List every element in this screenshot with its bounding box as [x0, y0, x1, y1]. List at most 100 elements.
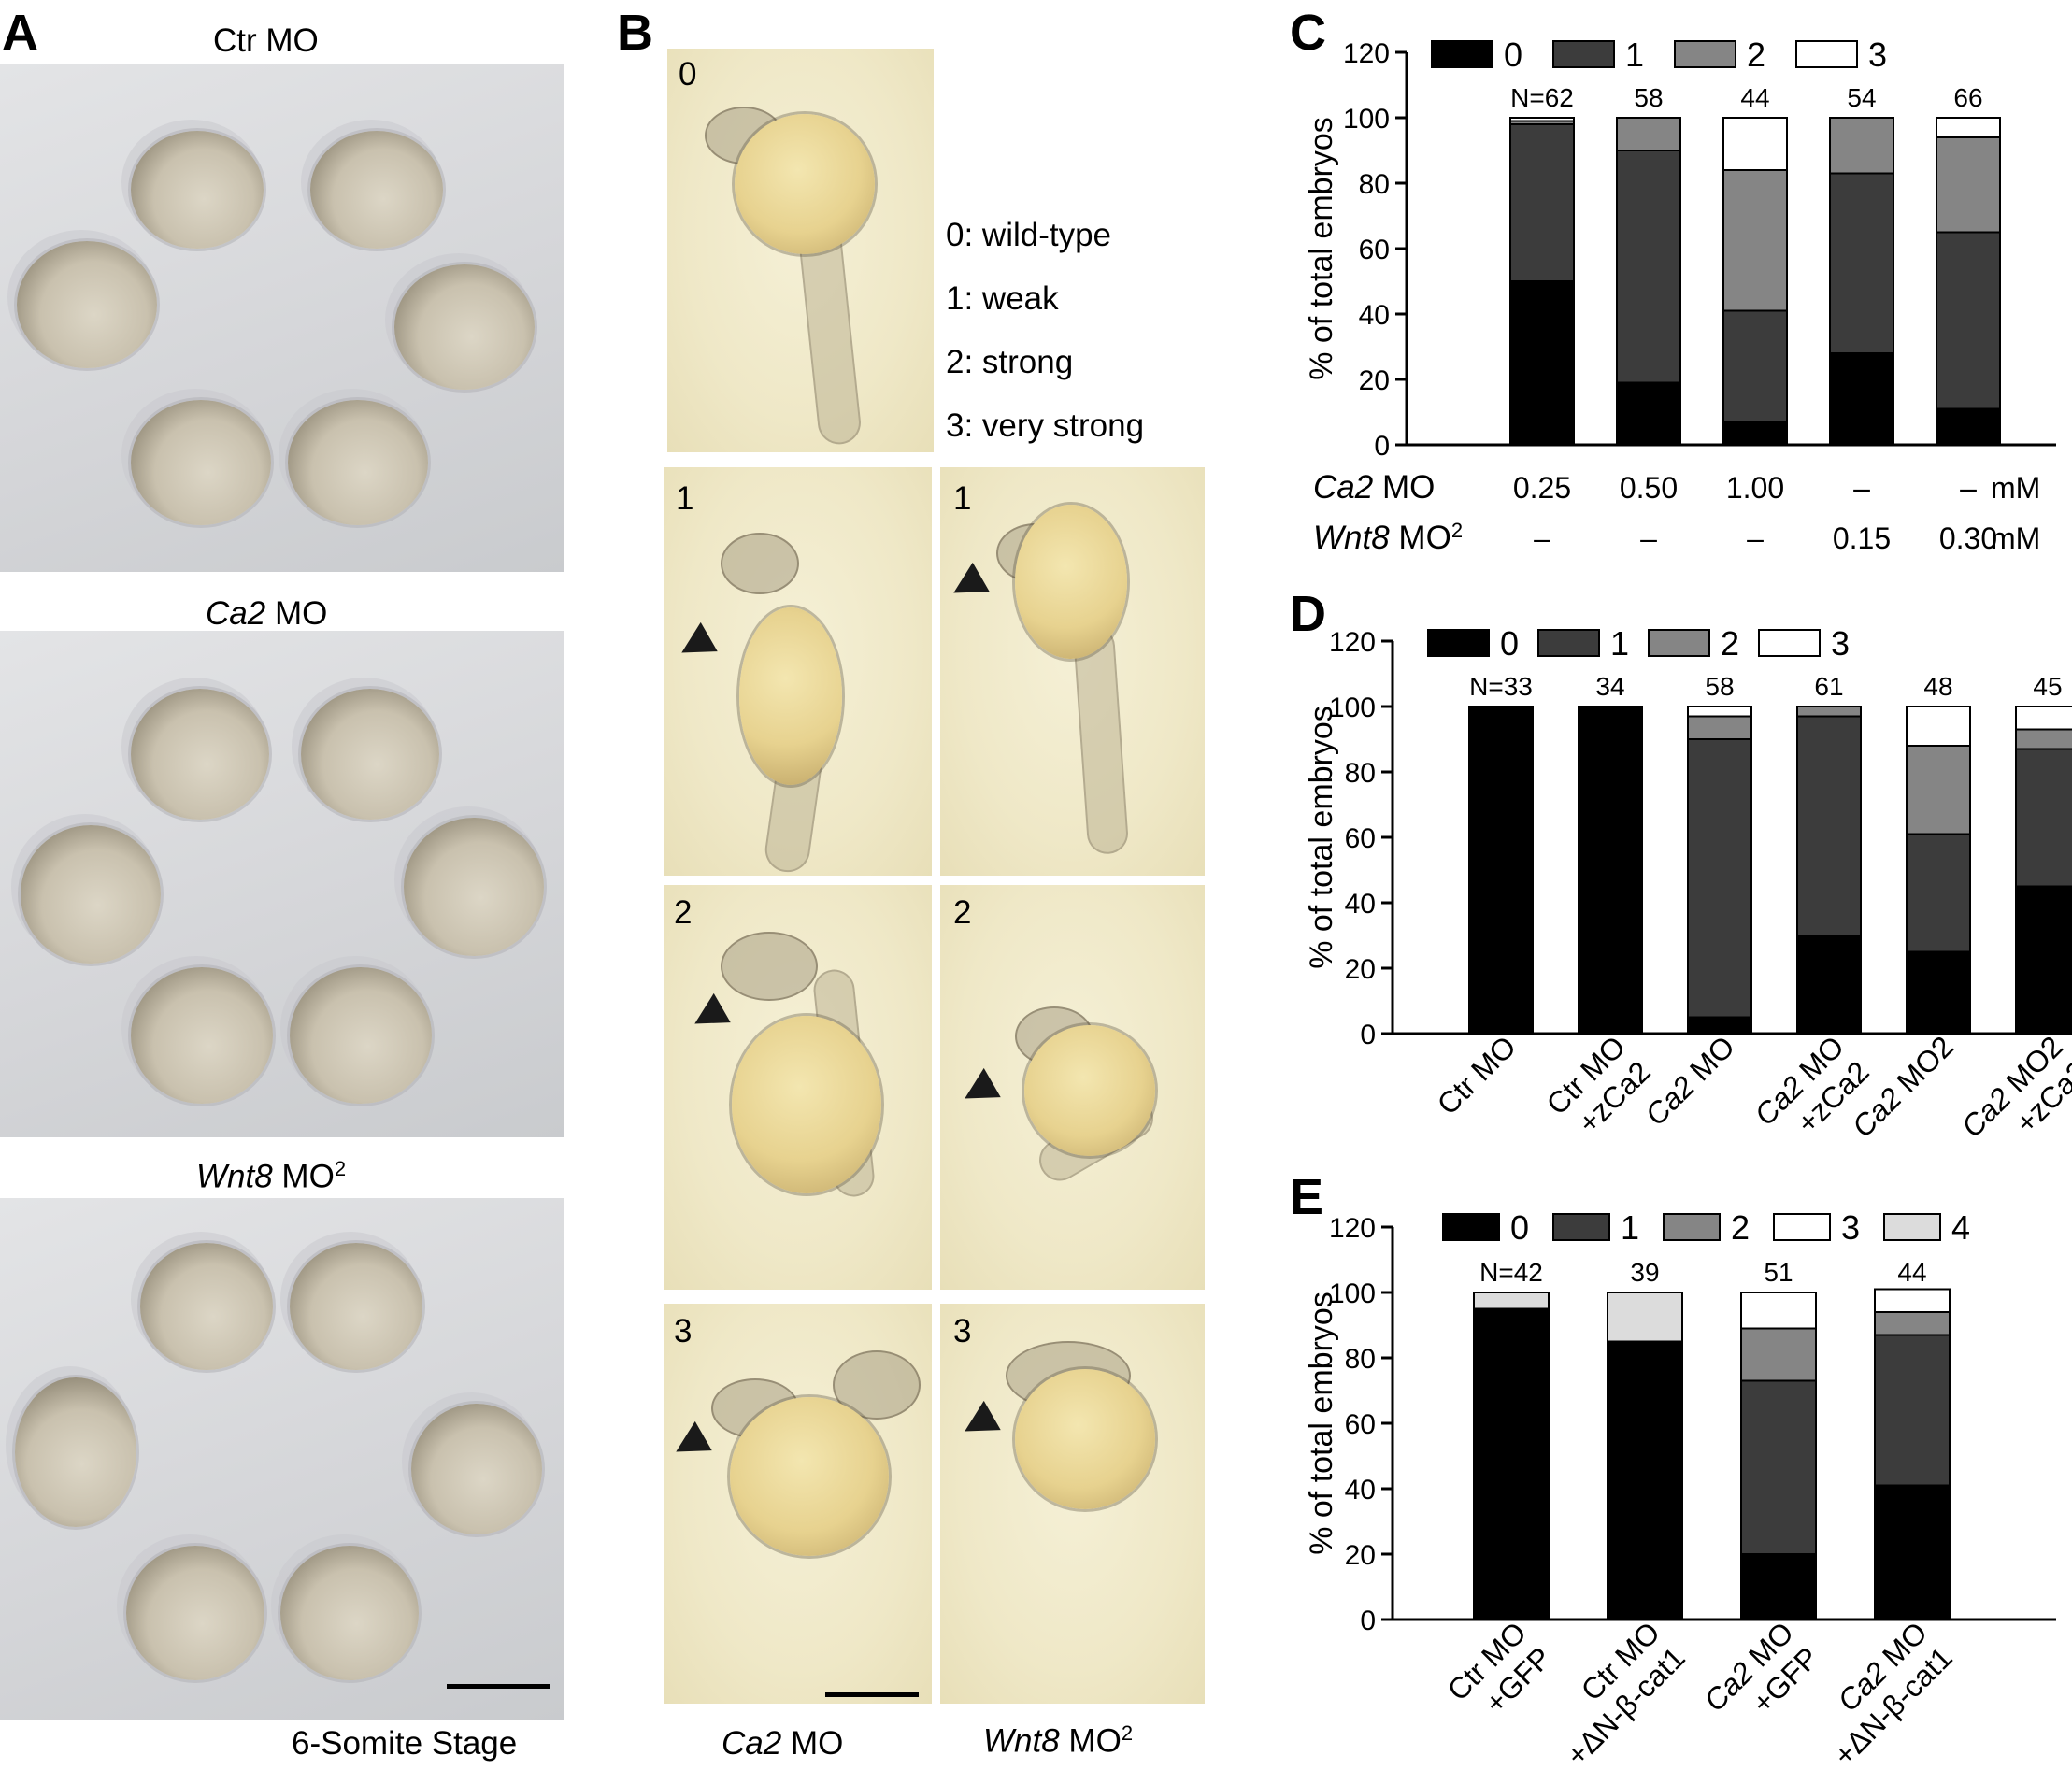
bar-segment	[1616, 150, 1681, 384]
scale-bar-b	[825, 1692, 919, 1697]
y-tick-label: 40	[1345, 1475, 1376, 1506]
scale-bar-a	[447, 1684, 550, 1689]
legend-label: 1	[1610, 624, 1629, 663]
bar-segment	[1906, 833, 1971, 953]
bar-segment	[1796, 706, 1862, 718]
bar-segment	[1509, 117, 1575, 122]
score-label-3b: 3	[953, 1313, 972, 1349]
bar-segment	[1740, 1553, 1817, 1620]
n-label: 58	[1634, 83, 1663, 112]
legend-label: 4	[1951, 1208, 1970, 1247]
stage-label: 6-Somite Stage	[292, 1725, 518, 1762]
legend-wild-type: 0: wild-type	[946, 217, 1112, 253]
y-tick-label: 100	[1329, 1278, 1376, 1309]
bar-segment	[2015, 728, 2072, 750]
bar-segment	[1722, 309, 1788, 423]
column-label-ca2: Ca2 MO	[722, 1725, 844, 1762]
n-label: 58	[1705, 672, 1734, 701]
dose-unit: mM	[1991, 521, 2040, 555]
legend-label: 3	[1868, 36, 1887, 74]
arrowhead-icon	[956, 1400, 1001, 1447]
y-tick-label: 120	[1329, 1213, 1376, 1244]
n-label: 44	[1740, 83, 1769, 112]
y-tick-label: 20	[1359, 365, 1390, 396]
bar-segment	[1607, 1292, 1683, 1343]
panel-a-label-ca2: Ca2 MO	[206, 595, 328, 632]
panel-a-label-wnt8: Wnt8 MO2	[196, 1157, 347, 1195]
legend-swatch	[1674, 40, 1736, 68]
dose-value: –	[1534, 521, 1550, 555]
y-axis-label: % of total embryos	[1304, 706, 1339, 969]
panel-a-letter: A	[2, 5, 38, 61]
legend-label: 3	[1841, 1208, 1860, 1247]
legend-swatch	[1442, 1213, 1500, 1241]
score-label-2a: 2	[674, 894, 693, 931]
legend-label: 2	[1721, 624, 1739, 663]
arrowhead-icon	[667, 1420, 712, 1467]
dose-row-label: Ca2 MO	[1313, 469, 1435, 506]
bar-segment	[1906, 706, 1971, 747]
n-label: 61	[1814, 672, 1843, 701]
n-label: N=62	[1510, 83, 1574, 112]
legend-swatch	[1552, 40, 1615, 68]
legend-label: 1	[1621, 1208, 1639, 1247]
legend-label: 0	[1500, 624, 1519, 663]
chart-e: 0 20 40 60 80 100 120 % of total embryos 0 1 2 3 4 N=…	[1304, 1208, 2056, 1770]
bar-segment	[1740, 1379, 1817, 1555]
legend-swatch	[1795, 40, 1858, 68]
y-tick-label: 80	[1345, 758, 1376, 789]
bar-segment	[1473, 1307, 1550, 1620]
x-category-label: Ctr MO+ΔN-β-cat1	[1560, 1615, 1692, 1770]
dose-row-label: Wnt8 MO2	[1313, 519, 1463, 557]
n-label: 51	[1764, 1258, 1793, 1287]
arrowhead-icon	[945, 562, 990, 608]
bar-segment	[1829, 172, 1894, 354]
legend-swatch	[1883, 1213, 1941, 1241]
legend-label: 3	[1831, 624, 1850, 663]
larva-photo-wnt8-score-1: 1	[940, 467, 1205, 876]
legend-label: 2	[1747, 36, 1765, 74]
panel-d-letter: D	[1290, 586, 1326, 642]
panel-e-letter: E	[1290, 1169, 1324, 1225]
larva-photo-ca2-score-2: 2	[664, 885, 932, 1290]
legend-swatch	[1552, 1213, 1610, 1241]
bar-segment	[1874, 1311, 1951, 1336]
dose-value: 0.25	[1513, 471, 1571, 505]
y-tick-label: 100	[1329, 692, 1376, 723]
legend-very-strong: 3: very strong	[946, 407, 1145, 444]
arrowhead-icon	[673, 621, 718, 668]
n-label: N=33	[1469, 672, 1533, 701]
y-tick-label: 80	[1359, 169, 1390, 200]
dose-value: –	[1747, 521, 1764, 555]
bar-segment	[1936, 407, 2001, 446]
dose-value: 1.00	[1726, 471, 1784, 505]
dose-value: 0.30	[1939, 521, 1997, 555]
n-label: 39	[1630, 1258, 1659, 1287]
legend-label: 2	[1731, 1208, 1750, 1247]
bar-segment	[1796, 935, 1862, 1035]
legend-strong: 2: strong	[946, 344, 1074, 380]
score-label-0: 0	[679, 56, 697, 93]
dose-unit: mM	[1991, 471, 2040, 505]
y-tick-label: 40	[1359, 300, 1390, 331]
bar-segment	[1509, 280, 1575, 446]
bar-segment	[1936, 117, 2001, 138]
legend-swatch	[1427, 629, 1490, 657]
bar-segment	[1936, 231, 2001, 410]
y-axis-label: % of total embryos	[1304, 1292, 1339, 1555]
larva-photo-score-0: 0	[667, 49, 934, 452]
bar-segment	[1874, 1288, 1951, 1313]
dose-value: –	[1640, 521, 1657, 555]
panel-b-letter: B	[617, 5, 653, 61]
score-label-3a: 3	[674, 1313, 693, 1349]
n-label: 48	[1923, 672, 1952, 701]
bar-segment	[2015, 748, 2072, 888]
y-tick-label: 100	[1343, 104, 1390, 135]
x-category-label: Ca2 MO+zCa2	[1748, 1029, 1876, 1139]
legend-swatch	[1537, 629, 1600, 657]
legend-swatch	[1773, 1213, 1831, 1241]
embryo-photo-ca2-mo	[0, 631, 564, 1137]
embryo-photo-ctr-mo	[0, 64, 564, 572]
x-category-line-1: Ctr MO	[1431, 1029, 1522, 1121]
legend-swatch	[1758, 629, 1821, 657]
